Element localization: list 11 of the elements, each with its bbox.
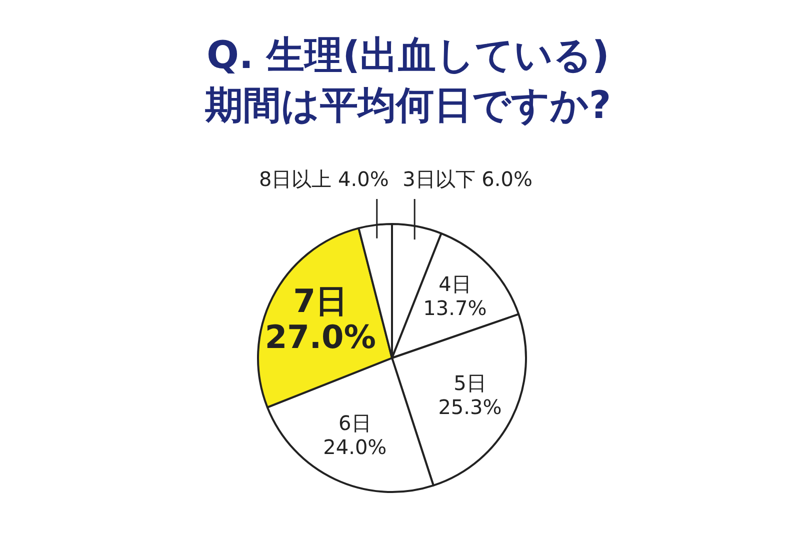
slice-label: 4日	[438, 272, 472, 296]
data-label: 24.0%	[323, 435, 387, 460]
slice-label: 7日	[293, 282, 348, 320]
data-label: 27.0%	[264, 318, 376, 356]
data-label: 13.7%	[423, 296, 487, 320]
chart-title: Q. 生理(出血している)期間は平均何日ですか?	[204, 32, 612, 129]
slice-label: 8日以上 4.0%	[258, 167, 389, 192]
slice-label: 5日	[454, 371, 486, 396]
data-label: 25.3%	[438, 395, 502, 420]
slice-label: 3日以下 6.0%	[402, 167, 533, 192]
slice-label: 6日	[338, 411, 372, 436]
